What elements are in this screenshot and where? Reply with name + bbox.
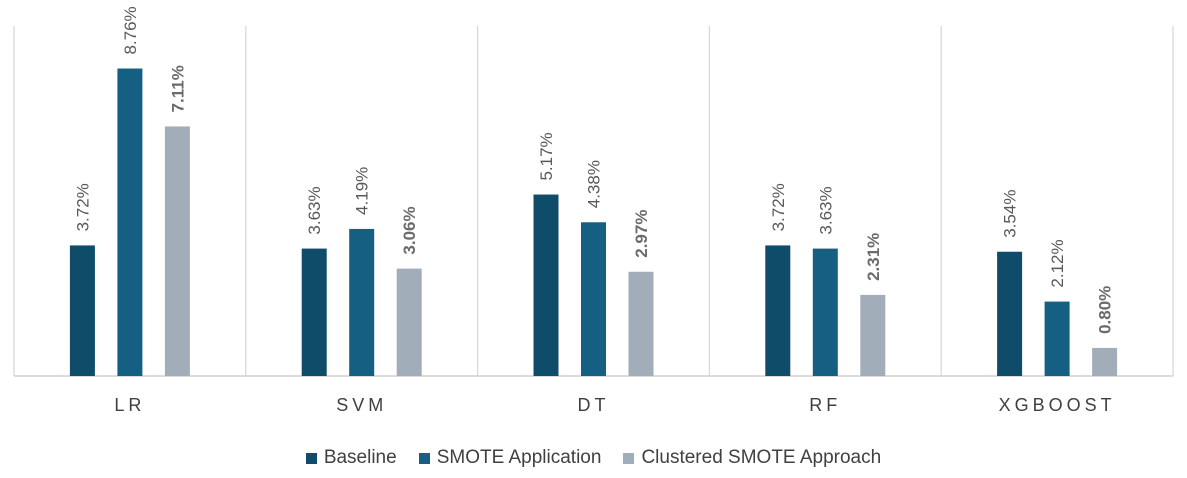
legend-swatch [305,452,317,464]
category-label: DT [578,395,610,415]
bar-chart: 3.72% 8.76% 7.11% LR 3.63% 4.19% 3.06% SVM 5.17%… [13,6,1174,415]
data-label: 2.97% [632,210,651,258]
bar [396,268,422,376]
legend-label: Baseline [323,447,397,468]
bar [581,222,606,376]
bar [860,294,886,376]
bar [997,251,1023,376]
bar [164,126,190,377]
category-label: RF [809,395,841,415]
bar [1092,347,1118,376]
bar [812,248,838,376]
bar [765,245,791,376]
data-label: 2.31% [864,233,883,281]
bar [628,271,654,376]
legend-label: Clustered SMOTE Approach [641,447,882,468]
data-label: 3.72% [769,183,788,231]
legend: Baseline SMOTE Application Clustered SMOTE… [0,444,1187,472]
data-label: 3.06% [400,206,419,254]
data-label: 4.19% [353,167,372,215]
bar [533,194,559,376]
legend-swatch [623,452,635,464]
legend-item: Clustered SMOTE Approach [623,447,881,469]
data-label: 8.76% [121,6,140,54]
data-label: 3.72% [73,183,92,231]
category-label: SVM [336,395,387,415]
legend-swatch [418,452,430,464]
category-label: XGBOOST [999,395,1116,415]
data-label: 0.80% [1096,286,1115,334]
bar [301,248,327,376]
bar [349,228,375,376]
legend-item: Baseline [305,447,397,469]
data-label: 3.54% [1001,190,1020,238]
category-label: LR [114,395,145,415]
data-label: 4.38% [585,160,604,208]
bar [1044,301,1070,376]
data-label: 3.63% [816,186,835,234]
data-label: 3.63% [305,186,324,234]
data-label: 2.12% [1048,239,1067,287]
data-label: 5.17% [537,132,556,180]
legend-label: SMOTE Application [436,447,602,468]
bar [69,245,95,376]
bar [117,68,143,377]
legend-item: SMOTE Application [418,447,602,469]
data-label: 7.11% [168,65,187,112]
